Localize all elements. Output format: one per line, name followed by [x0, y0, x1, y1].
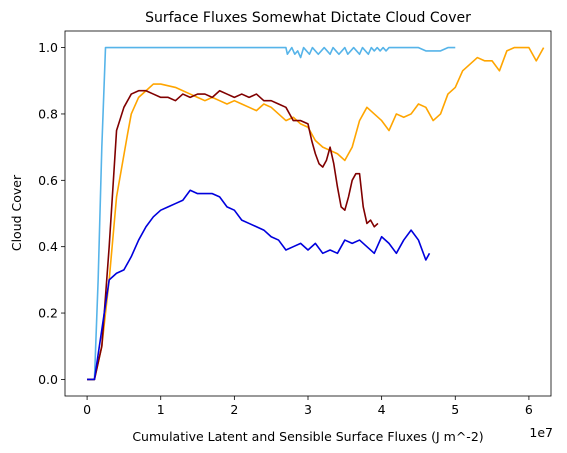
series-line-4 [87, 189, 431, 381]
x-tick-label: 2 [230, 402, 238, 417]
y-axis-label: Cloud Cover [9, 174, 24, 251]
y-tick-label: 1.0 [38, 40, 58, 55]
chart-title: Surface Fluxes Somewhat Dictate Cloud Co… [145, 10, 471, 26]
x-axis: 0 1 2 3 4 5 6 [83, 396, 533, 417]
series-layer [87, 46, 545, 381]
y-tick-label: 0.4 [38, 239, 58, 254]
series-line-3 [87, 89, 379, 381]
series-line-1 [87, 46, 456, 381]
y-tick-label: 0.0 [38, 372, 58, 387]
plot-frame [64, 30, 552, 397]
x-offset-label: 1e7 [529, 425, 553, 440]
x-tick-label: 3 [304, 402, 312, 417]
x-tick-label: 5 [451, 402, 459, 417]
x-tick-label: 1 [157, 402, 165, 417]
x-tick-label: 0 [83, 402, 91, 417]
y-axis: 0.0 0.2 0.4 0.6 0.8 1.0 [38, 40, 65, 387]
y-tick-label: 0.8 [38, 106, 58, 121]
y-tick-label: 0.2 [38, 306, 58, 321]
x-tick-label: 4 [378, 402, 386, 417]
x-axis-label: Cumulative Latent and Sensible Surface F… [132, 429, 483, 444]
series-line-2 [87, 46, 545, 381]
y-tick-label: 0.6 [38, 173, 58, 188]
x-tick-label: 6 [525, 402, 533, 417]
